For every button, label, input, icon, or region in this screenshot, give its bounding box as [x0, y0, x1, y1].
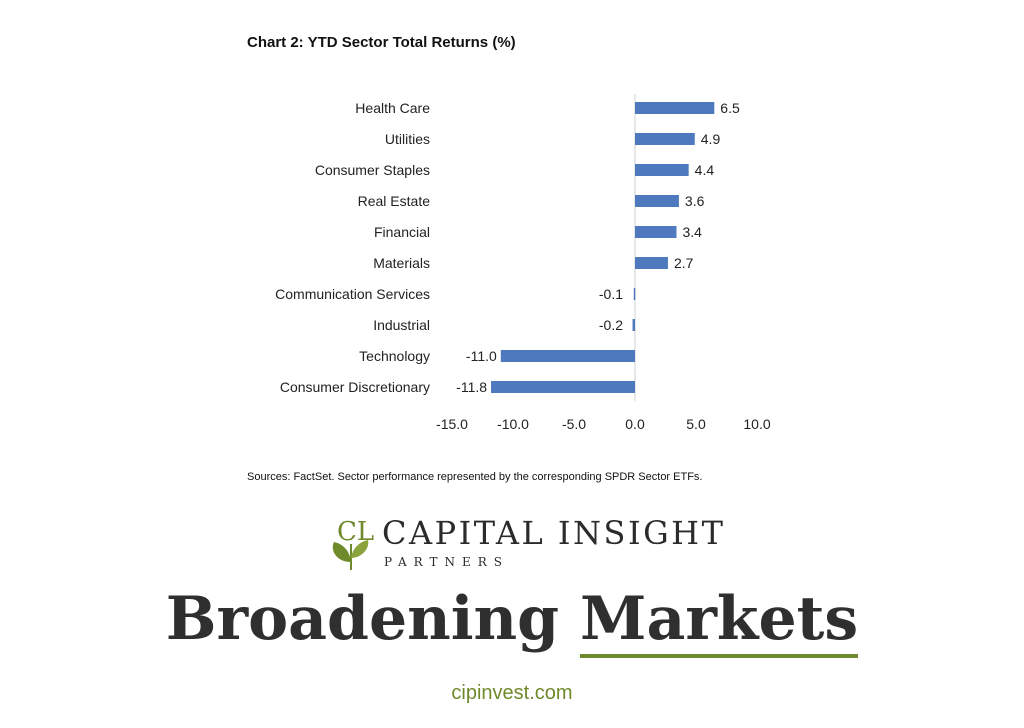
data-label: 3.6: [685, 193, 705, 209]
x-tick-label: 0.0: [625, 416, 645, 432]
leaf-logo-icon: CL: [332, 517, 374, 570]
bar-communication-services: [633, 288, 636, 300]
category-label: Technology: [359, 348, 430, 364]
x-tick-label: 5.0: [686, 416, 706, 432]
data-label: -11.8: [456, 379, 487, 395]
data-label: 6.5: [720, 100, 740, 116]
bar-industrial: [632, 319, 635, 331]
category-label: Materials: [373, 255, 430, 271]
bar-technology: [500, 350, 635, 362]
category-label: Real Estate: [358, 193, 431, 209]
bar-real-estate: [635, 195, 679, 207]
company-logo: CL CAPITAL INSIGHT PARTNERS: [326, 512, 723, 574]
bar-utilities: [635, 133, 695, 145]
data-label: 4.4: [695, 162, 715, 178]
bar-consumer-discretionary: [491, 381, 635, 393]
category-label: Health Care: [355, 100, 430, 116]
headline: Broadening Markets: [0, 584, 1024, 658]
bar-health-care: [635, 102, 715, 114]
data-label: -11.0: [466, 348, 497, 364]
category-label: Consumer Discretionary: [280, 379, 430, 395]
category-label: Financial: [374, 224, 430, 240]
bar-chart: Health Care 6.5 Utilities 4.9 Consumer Stapl…: [275, 94, 771, 432]
chart-title: Chart 2: YTD Sector Total Returns (%): [247, 34, 516, 51]
x-tick-label: -10.0: [497, 416, 529, 432]
data-label: -0.2: [599, 317, 623, 333]
category-label: Utilities: [385, 131, 430, 147]
headline-word-1: Broadening: [165, 584, 560, 654]
data-label: 3.4: [682, 224, 702, 240]
x-tick-label: -15.0: [436, 416, 468, 432]
data-label: 4.9: [701, 131, 721, 147]
brand-name: CAPITAL INSIGHT: [382, 514, 726, 552]
category-label: Industrial: [373, 317, 430, 333]
x-tick-label: 10.0: [743, 416, 770, 432]
x-tick-label: -5.0: [562, 416, 586, 432]
data-label: 2.7: [674, 255, 694, 271]
source-note: Sources: FactSet. Sector performance rep…: [247, 471, 703, 483]
category-label: Consumer Staples: [315, 162, 430, 178]
brand-subtitle: PARTNERS: [384, 555, 509, 569]
bar-materials: [635, 257, 668, 269]
bar-consumer-staples: [635, 164, 689, 176]
headline-word-2: Markets: [580, 584, 859, 658]
logo-letters: CL: [337, 517, 374, 547]
category-label: Communication Services: [275, 286, 430, 302]
website-link[interactable]: cipinvest.com: [451, 682, 573, 704]
data-label: -0.1: [599, 286, 623, 302]
bar-financial: [635, 226, 677, 238]
